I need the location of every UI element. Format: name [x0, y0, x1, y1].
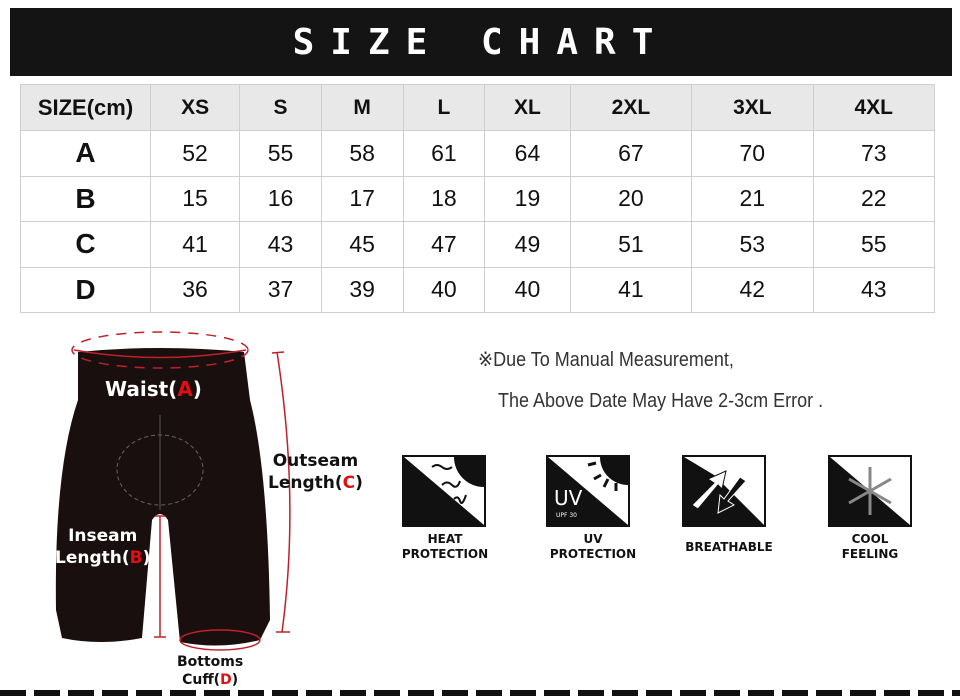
table-cell: 67	[569, 130, 693, 177]
breathable-icon	[682, 455, 766, 527]
table-cell: 64	[484, 130, 571, 177]
table-cell: 41	[149, 221, 241, 268]
breathable-caption: BREATHABLE	[685, 540, 773, 554]
header-cell: 2XL	[569, 84, 693, 131]
table-cell: 58	[320, 130, 404, 177]
table-cell: 41	[569, 266, 693, 313]
table-cell: 43	[812, 266, 936, 313]
row-label: B	[20, 175, 151, 222]
table-cell: 36	[149, 266, 241, 313]
table-cell: 21	[691, 175, 814, 222]
header-cell: 3XL	[691, 84, 814, 131]
table-cell: 53	[691, 221, 814, 268]
table-row: A 52 55 58 61 64 67 70 73	[20, 130, 936, 177]
table-cell: 51	[569, 221, 693, 268]
size-table: SIZE(cm) XS S M L XL 2XL 3XL 4XL A 52 55 58…	[20, 84, 936, 313]
table-cell: 19	[484, 175, 571, 222]
header-cell: L	[402, 84, 486, 131]
table-cell: 18	[402, 175, 486, 222]
table-row: D 36 37 39 40 40 41 42 43	[20, 266, 936, 313]
table-cell: 22	[812, 175, 936, 222]
table-cell: 20	[569, 175, 693, 222]
header-cell: XL	[484, 84, 571, 131]
table-cell: 39	[320, 266, 404, 313]
table-cell: 43	[239, 221, 322, 268]
inseam-label: Inseam Length(B)	[55, 526, 151, 568]
snowflake-icon	[828, 455, 912, 527]
note-line-2: The Above Date May Have 2-3cm Error .	[498, 390, 824, 412]
table-header-row: SIZE(cm) XS S M L XL 2XL 3XL 4XL	[20, 84, 936, 131]
header-cell: SIZE(cm)	[20, 84, 151, 131]
row-label: C	[20, 221, 151, 268]
table-cell: 15	[149, 175, 241, 222]
header-cell: 4XL	[812, 84, 936, 131]
table-cell: 37	[239, 266, 322, 313]
waist-label: Waist(A)	[105, 377, 202, 401]
table-cell: 70	[691, 130, 814, 177]
header-cell: M	[320, 84, 404, 131]
table-cell: 73	[812, 130, 936, 177]
row-label: D	[20, 266, 151, 313]
header-cell: XS	[149, 84, 241, 131]
table-cell: 55	[812, 221, 936, 268]
title-banner: SIZE CHART	[10, 8, 952, 76]
svg-text:UV: UV	[554, 486, 583, 510]
table-row: B 15 16 17 18 19 20 21 22	[20, 175, 936, 222]
table-cell: 42	[691, 266, 814, 313]
uv-icon: UV UPF 30	[546, 455, 630, 527]
note-line-1: ※Due To Manual Measurement,	[478, 349, 734, 371]
svg-text:UPF 30: UPF 30	[556, 512, 577, 519]
table-row: C 41 43 45 47 49 51 53 55	[20, 221, 936, 268]
outseam-label: Outseam Length(C)	[268, 451, 363, 493]
heat-icon	[402, 452, 486, 527]
table-cell: 47	[402, 221, 486, 268]
table-cell: 61	[402, 130, 486, 177]
table-cell: 40	[484, 266, 571, 313]
shorts-diagram	[55, 331, 291, 651]
table-cell: 40	[402, 266, 486, 313]
dashed-divider	[0, 690, 960, 696]
page-title: SIZE CHART	[292, 21, 670, 63]
header-cell: S	[239, 84, 322, 131]
row-label: A	[20, 130, 151, 177]
cuff-label: Bottoms Cuff(D)	[177, 654, 244, 688]
cool-caption: COOL FEELING	[841, 532, 899, 561]
table-cell: 16	[239, 175, 322, 222]
table-cell: 17	[320, 175, 404, 222]
table-cell: 55	[239, 130, 322, 177]
table-cell: 52	[149, 130, 241, 177]
uv-caption: UV PROTECTION	[549, 532, 637, 561]
table-cell: 49	[484, 221, 571, 268]
table-cell: 45	[320, 221, 404, 268]
heat-caption: HEAT PROTECTION	[401, 532, 489, 561]
